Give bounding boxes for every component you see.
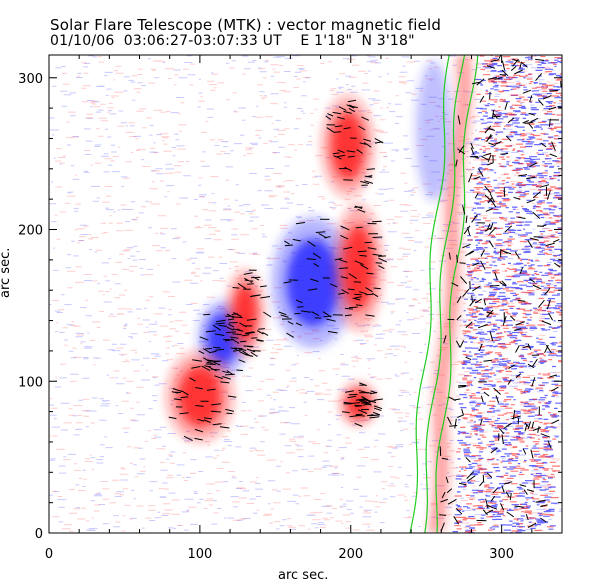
x-tick-label: 100 (187, 547, 212, 562)
y-tick-label: 100 (18, 375, 43, 390)
x-axis-label: arc sec. (278, 568, 329, 583)
x-tick-label: 200 (338, 547, 363, 562)
contour-layer (409, 55, 479, 533)
y-tick-label: 200 (18, 224, 43, 239)
y-axis-label: arc sec. (0, 247, 13, 298)
contour-line (435, 55, 479, 533)
y-tick-label: 300 (18, 72, 43, 87)
x-tick-label: 0 (45, 547, 53, 562)
polarity-regions-layer (165, 95, 383, 442)
limb-glow (415, 60, 452, 201)
vector-arrows (168, 55, 562, 532)
limb-band (428, 55, 472, 533)
x-tick-label: 300 (489, 547, 514, 562)
polarity-region-positive (226, 269, 265, 357)
polarity-region-positive (165, 350, 234, 442)
limb-region-layer (415, 55, 562, 533)
axes: 0 100 200 300 0 100 200 300 (18, 55, 563, 562)
chart-subtitle: 01/10/06 03:06:27-03:07:33 UT E 1'18" N … (50, 33, 415, 49)
plot-frame (48, 54, 563, 534)
polarity-region-positive (321, 95, 375, 198)
chart-title: Solar Flare Telescope (MTK) : vector mag… (50, 16, 442, 34)
polarity-region-negative (271, 217, 355, 349)
contour-line (424, 55, 466, 533)
contour-line (409, 55, 450, 533)
y-tick-label: 0 (35, 527, 43, 542)
polarity-region-positive (333, 203, 383, 332)
vector-field-layer (168, 55, 562, 532)
